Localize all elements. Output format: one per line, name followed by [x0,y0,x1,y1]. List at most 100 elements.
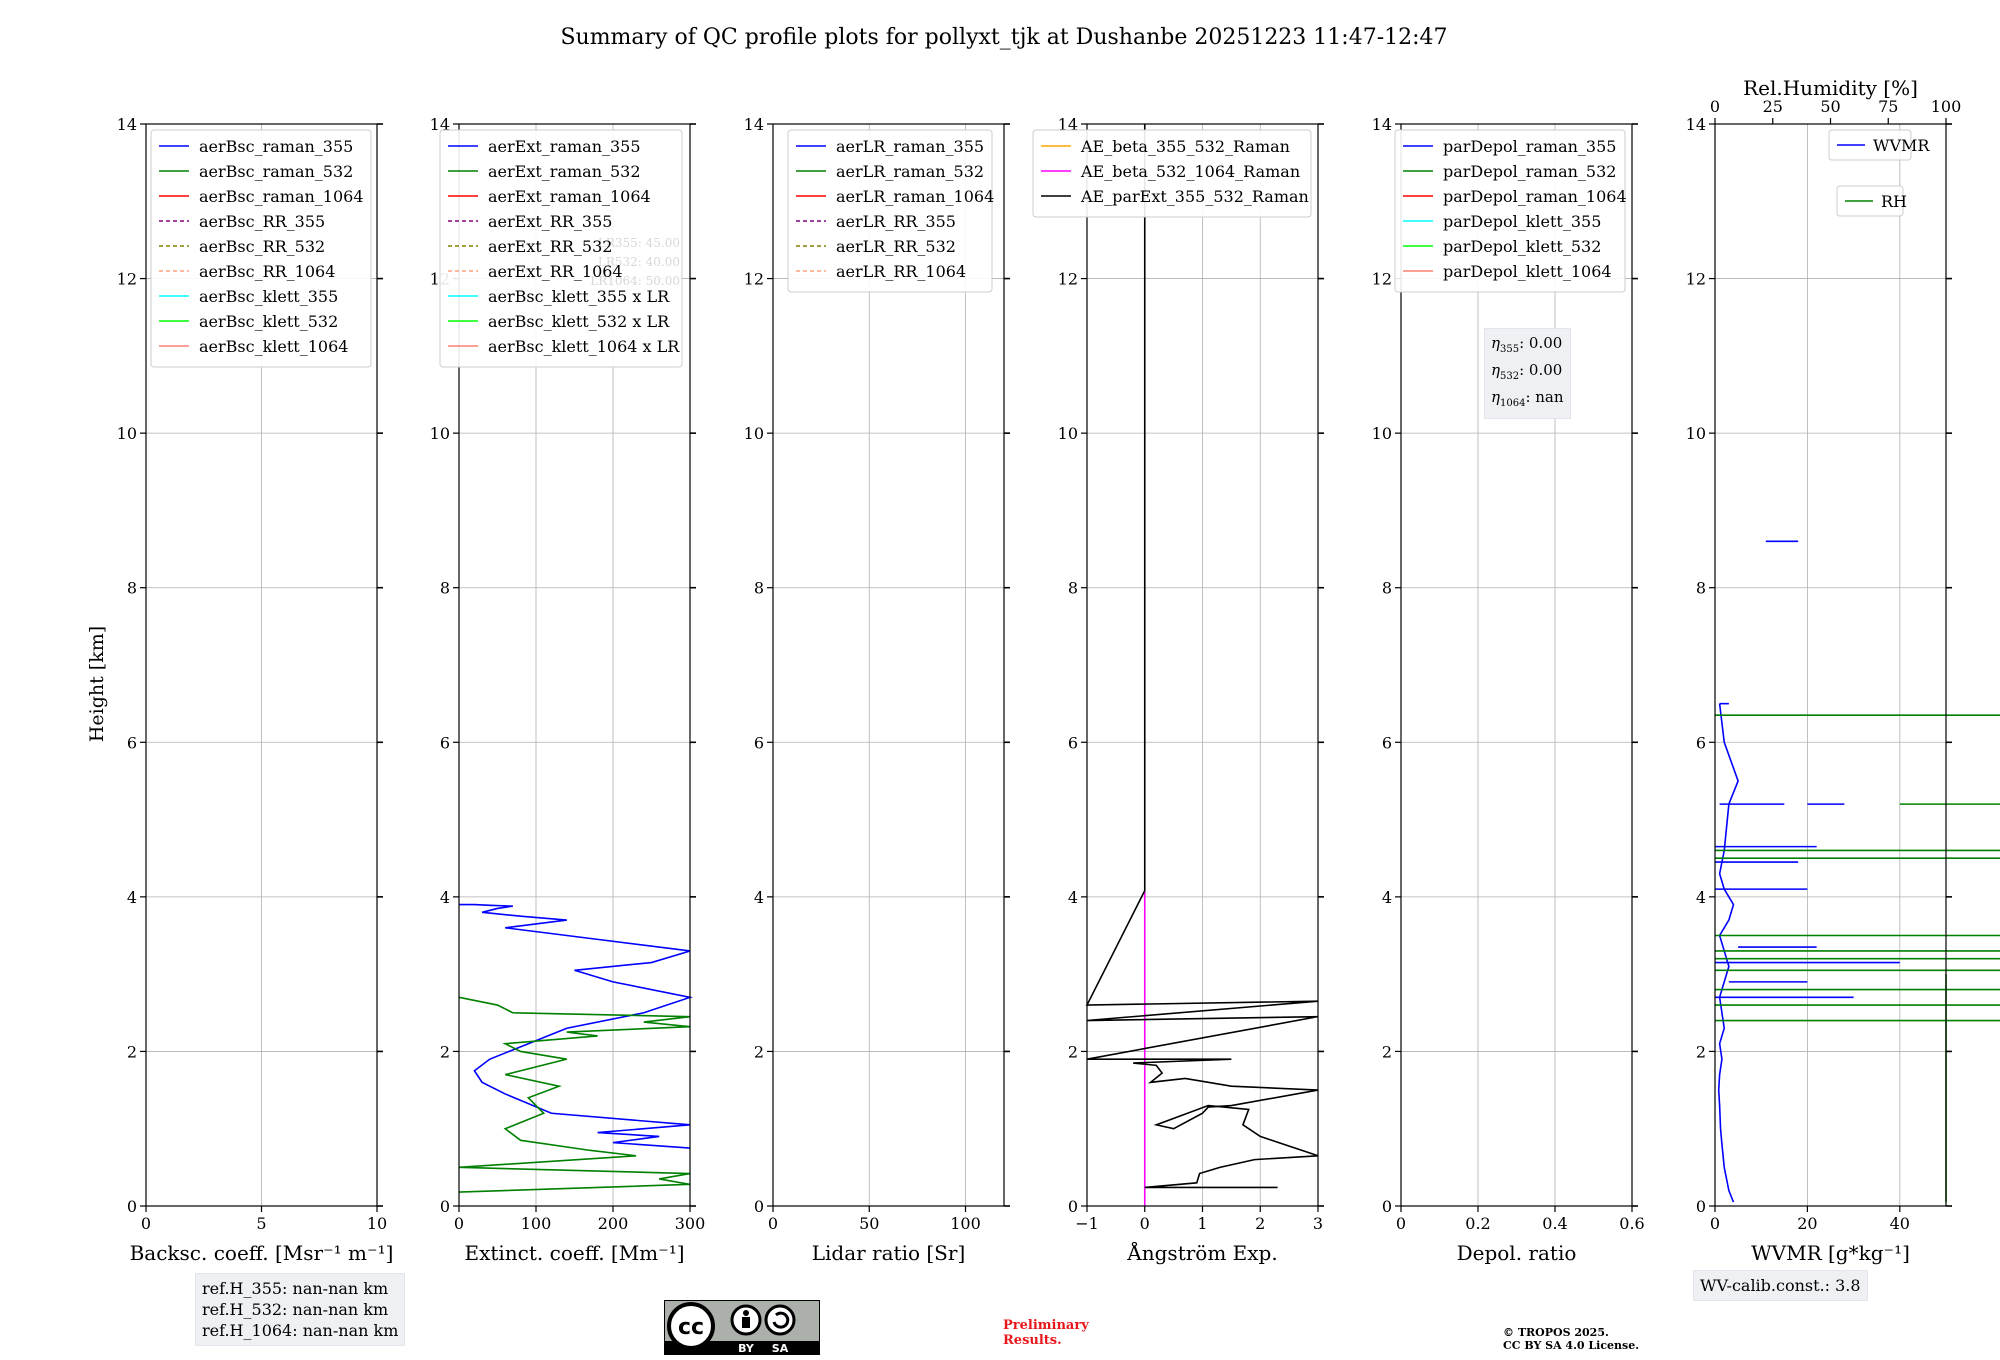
legend-box [1828,129,1912,161]
cc-icon-text: cc [678,1315,704,1340]
legend-label: parDepol_raman_1064 [1443,187,1627,206]
y-tick-label: 6 [1696,733,1706,752]
figure-title: Summary of QC profile plots for pollyxt_… [560,25,1447,50]
panel-backscatter: 0 2 4 6 8 10 12 14 0 5 10 Backsc. coeff. [Msr⁻¹ m⁻¹… [117,115,394,1265]
legend-label: aerExt_RR_532 [488,237,612,256]
y-tick-label: 6 [1068,733,1078,752]
eta-1064: η1064: nan [1491,388,1564,409]
x-axis-label: Ångström Exp. [1126,1240,1277,1265]
lidar-ratio-note: LR1064: 50.00 [590,274,680,288]
legend-label: aerBsc_klett_1064 [199,337,348,356]
y-tick-label: 10 [1372,424,1392,443]
y-tick-label: 12 [744,270,764,289]
series-line-AE_parExt_355_532_Raman [1085,124,1319,1189]
legend-label: parDepol_klett_532 [1443,237,1601,256]
legend-label: parDepol_klett_1064 [1443,262,1612,281]
y-tick-label: 4 [1068,888,1078,907]
y-tick-label: 2 [1382,1042,1392,1061]
legend-box [439,129,683,368]
y-tick-label: 8 [1382,579,1392,598]
x-tick-label: 100 [521,1214,552,1233]
y-tick-label: 8 [754,579,764,598]
y-tick-label: 12 [1686,270,1706,289]
top-axis-label: Rel.Humidity [%] [1743,76,1918,100]
top-x-tick-label: 0 [1710,97,1720,116]
y-tick-label: 2 [440,1042,450,1061]
x-tick-label: 10 [367,1214,387,1233]
series-line-aerExt_raman_355 [459,903,694,1149]
legend-label: aerExt_RR_1064 [488,262,623,281]
y-tick-label: 14 [1686,115,1706,134]
legend-label: aerBsc_klett_1064 x LR [488,337,680,356]
y-tick-label: 6 [754,733,764,752]
legend-label: parDepol_klett_355 [1443,212,1601,231]
x-tick-label: 0 [1710,1214,1720,1233]
legend-label: aerBsc_klett_532 [199,312,338,331]
axes-frame [1400,123,1633,1207]
y-tick-label: 6 [440,733,450,752]
top-x-tick-label: 100 [1931,97,1962,116]
share-alike-arrow [772,1311,790,1329]
legend-label: aerBsc_klett_355 x LR [488,287,670,306]
y-tick-label: 10 [430,424,450,443]
legend-label: AE_parExt_355_532_Raman [1080,187,1309,206]
legend-label: WVMR [1873,136,1930,155]
y-tick-label: 10 [1058,424,1078,443]
x-tick-label: 50 [859,1214,879,1233]
y-tick-label: 0 [127,1197,137,1216]
legend-label: aerBsc_klett_532 x LR [488,312,670,331]
y-tick-label: 8 [440,579,450,598]
y-tick-label: 8 [127,579,137,598]
panel-extinction: 024681012140100200300Extinct. coeff. [Mm… [430,115,706,1265]
y-tick-label: 4 [754,888,764,907]
y-tick-label: 14 [117,115,137,134]
x-tick-label: 0.2 [1465,1214,1490,1233]
eta-355-label: 355 [1500,344,1520,355]
y-tick-label: 8 [1696,579,1706,598]
panel-depol: 0 2 4 6 8 10 12 14 0 0.2 0.4 0.6 Depol. ratio parDepo… [1372,115,1645,1265]
y-tick-label: 0 [1382,1197,1392,1216]
top-x-tick-label: 25 [1763,97,1783,116]
legend-box [150,129,372,368]
lidar-ratio-note: LR532: 40.00 [598,255,680,269]
legend-label: parDepol_raman_355 [1443,137,1616,156]
series-line-WVMR [1717,703,1739,1203]
x-tick-label: 40 [1890,1214,1910,1233]
y-tick-label: 4 [127,888,137,907]
y-tick-label: 2 [1068,1042,1078,1061]
attribution-icon-body [742,1317,750,1328]
attribution-icon-head [743,1310,749,1316]
preliminary-line-1: Preliminary [1003,1318,1089,1333]
legend-label: aerLR_raman_532 [836,162,984,181]
x-tick-label: 200 [598,1214,629,1233]
x-tick-label: 0 [454,1214,464,1233]
copyright-note: © TROPOS 2025. CC BY SA 4.0 License. [1503,1326,1639,1352]
reference-height-box: ref.H_355: nan-nan km ref.H_532: nan-nan… [195,1273,406,1346]
x-tick-label: 0 [1396,1214,1406,1233]
x-tick-label: 0.6 [1619,1214,1644,1233]
preliminary-line-2: Results. [1003,1333,1062,1348]
axes-frame [1714,123,1947,1207]
x-tick-label: 0 [141,1214,151,1233]
legend-label: aerLR_RR_1064 [836,262,966,281]
legend-label: aerLR_RR_355 [836,212,956,231]
cc-by-text: BY [738,1342,755,1355]
eta-355: η355: 0.00 [1491,334,1563,355]
eta-532-value: : 0.00 [1519,361,1563,379]
legend-label: aerBsc_klett_355 [199,287,338,306]
axes-frame [772,123,1005,1207]
y-axis-label: Height [km] [86,626,108,742]
ref-h-532: ref.H_532: nan-nan km [202,1300,389,1319]
legend-label: aerExt_raman_1064 [488,187,651,206]
legend-label: RH [1881,192,1907,211]
legend-label: aerBsc_RR_1064 [199,262,335,281]
eta-532-label: 532 [1500,371,1520,382]
y-tick-label: 14 [430,115,450,134]
x-axis-label: Lidar ratio [Sr] [812,1241,966,1265]
y-tick-label: 12 [1372,270,1392,289]
ref-h-1064: ref.H_1064: nan-nan km [202,1321,399,1340]
eta-box: η355: 0.00 η532: 0.00 η1064: nan [1484,328,1571,419]
y-tick-label: 10 [744,424,764,443]
y-tick-label: 0 [754,1197,764,1216]
